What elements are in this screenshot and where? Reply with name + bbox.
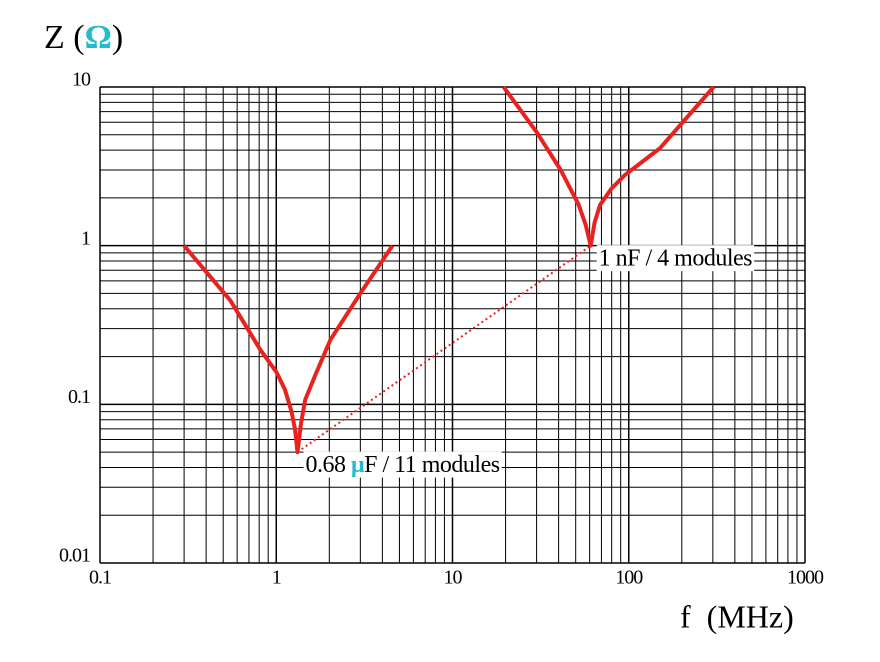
label-background <box>596 245 755 272</box>
impedance-curve <box>501 85 716 248</box>
y-tick-label: 0.01 <box>59 545 90 567</box>
x-tick-label: 0.1 <box>89 567 111 589</box>
x-tick-label: 100 <box>615 567 643 589</box>
annotation-part: 1 nF / 4 modules <box>599 245 753 271</box>
annotation-part: 0.68 <box>306 452 352 478</box>
label-part: Z ( <box>44 19 85 56</box>
y-axis-label: Z (Ω) <box>44 19 123 56</box>
x-axis-label: f (MHz) <box>680 598 794 634</box>
x-tick-label: 1000 <box>787 567 824 589</box>
label-background <box>303 451 502 478</box>
y-tick-label: 10 <box>72 69 91 91</box>
x-tick-label: 1 <box>272 567 281 589</box>
y-tick-label: 0.1 <box>68 386 90 408</box>
annotation: 0.68 μF / 11 modules <box>306 452 500 478</box>
impedance-curve <box>182 244 395 455</box>
y-tick-label: 1 <box>81 227 90 249</box>
label-part: Ω <box>85 19 112 56</box>
x-tick-label: 10 <box>444 567 463 589</box>
annotation: 1 nF / 4 modules <box>599 245 753 271</box>
annotation-part: F / 11 modules <box>364 452 500 478</box>
label-part: ) <box>112 19 123 56</box>
annotation-part: μ <box>351 452 365 478</box>
